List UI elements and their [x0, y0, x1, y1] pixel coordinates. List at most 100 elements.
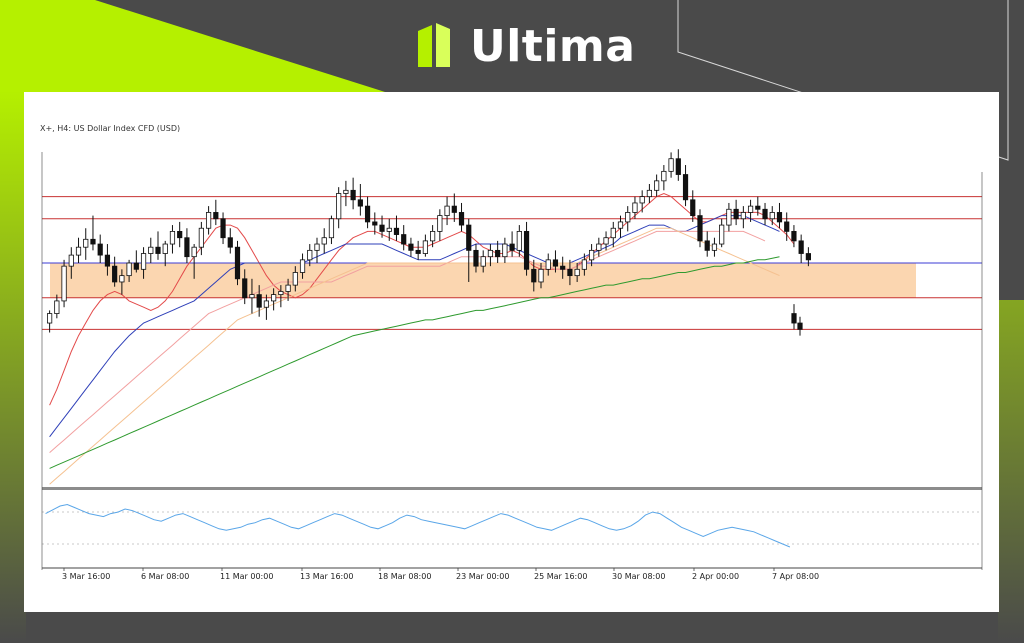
- candle-body: [321, 237, 327, 245]
- candle-body: [733, 208, 739, 220]
- candle-body: [54, 300, 60, 314]
- candle-body: [574, 268, 580, 277]
- candle-body: [545, 259, 551, 270]
- candle-body: [364, 205, 371, 223]
- x-tick-label: 7 Apr 08:00: [772, 572, 819, 581]
- candle-body: [198, 227, 204, 248]
- candle-body: [227, 237, 233, 248]
- candle-body: [603, 237, 609, 245]
- candle-body: [357, 199, 363, 207]
- candle-body: [437, 215, 443, 232]
- candle-body: [552, 259, 559, 267]
- candle-body: [451, 205, 457, 213]
- candle-body: [625, 212, 631, 223]
- candle-body: [791, 313, 797, 324]
- candle-body: [617, 221, 624, 229]
- candle-body: [90, 238, 96, 245]
- candle-body: [386, 227, 392, 232]
- candle-body: [292, 272, 298, 286]
- moving-average-line-3: [49, 227, 780, 485]
- candle-body: [415, 249, 421, 254]
- candle-body: [805, 253, 811, 261]
- candle-body: [155, 246, 161, 254]
- candle-body: [740, 212, 746, 220]
- candle-body: [47, 313, 53, 324]
- candle-body: [784, 221, 790, 232]
- candle-body: [205, 212, 212, 229]
- oscillator-line: [45, 503, 791, 548]
- candle-body: [531, 268, 537, 283]
- logo-mark-icon: [414, 21, 460, 71]
- candle-body: [697, 215, 703, 242]
- candle-body: [112, 265, 118, 283]
- x-tick-label: 30 Mar 08:00: [612, 572, 665, 581]
- candle-body: [704, 240, 710, 251]
- plot-area: [42, 132, 982, 484]
- candle-body: [234, 246, 241, 280]
- candle-body: [314, 243, 320, 251]
- candle-body: [393, 227, 400, 235]
- candle-body: [119, 275, 125, 283]
- moving-average-line-4: [49, 256, 780, 469]
- candle-body: [581, 259, 587, 270]
- candle-body: [169, 230, 176, 245]
- x-tick-label: 13 Mar 16:00: [300, 572, 353, 581]
- x-tick-label: 2 Apr 00:00: [692, 572, 739, 581]
- candle-body: [798, 240, 804, 254]
- candle-body: [791, 230, 797, 242]
- candle-body: [538, 268, 544, 283]
- chart-title: X+, H4: US Dollar Index CFD (USD): [40, 124, 181, 133]
- candle-body: [191, 246, 197, 258]
- candle-body: [523, 230, 530, 270]
- candle-body: [140, 253, 147, 270]
- brand-name: Ultima: [470, 20, 636, 72]
- candle-body: [68, 254, 74, 267]
- candle-body: [473, 249, 479, 267]
- candle-body: [184, 237, 190, 258]
- candle-body: [797, 322, 803, 330]
- x-tick-label: 3 Mar 16:00: [62, 572, 110, 581]
- candle-body: [408, 243, 414, 251]
- candle-body: [596, 243, 602, 251]
- candle-body: [104, 254, 111, 267]
- candle-body: [271, 294, 277, 302]
- brand-logo: Ultima: [414, 18, 635, 74]
- candle-body: [133, 262, 139, 270]
- candle-body: [466, 224, 472, 251]
- moving-average-line-1: [49, 215, 780, 438]
- x-tick-label: 18 Mar 08:00: [378, 572, 431, 581]
- candle-body: [285, 284, 291, 292]
- candle-body: [458, 212, 465, 226]
- candle-body: [560, 265, 566, 270]
- candle-body: [256, 294, 262, 308]
- x-tick-label: 23 Mar 00:00: [456, 572, 509, 581]
- candle-body: [213, 212, 219, 220]
- candle-body: [516, 230, 522, 251]
- candle-body: [336, 193, 342, 220]
- candle-body: [675, 158, 681, 175]
- candle-body: [567, 268, 573, 277]
- candle-body: [75, 246, 82, 256]
- moving-average-line-2: [49, 230, 766, 453]
- candle-body: [769, 212, 775, 220]
- candle-body: [632, 202, 638, 213]
- candle-body: [661, 170, 667, 182]
- candle-body: [162, 243, 168, 254]
- candle-body: [343, 189, 349, 194]
- accent-shape-left: [0, 90, 26, 643]
- candle-body: [220, 218, 226, 239]
- accent-shape-top-left: [0, 0, 385, 92]
- candle-body: [668, 158, 674, 172]
- candle-body: [177, 230, 183, 239]
- chart-panel: X+, H4: US Dollar Index CFD (USD) 3 Mar …: [24, 92, 999, 612]
- accent-shape-right: [998, 300, 1024, 643]
- candle-body: [762, 208, 768, 220]
- candle-body: [97, 243, 103, 256]
- pane-separator: [42, 487, 982, 490]
- candle-body: [654, 180, 660, 191]
- candle-body: [690, 199, 696, 217]
- candle-body: [379, 224, 385, 232]
- candle-body: [278, 291, 284, 296]
- candle-body: [307, 249, 313, 261]
- candle-body: [480, 256, 486, 267]
